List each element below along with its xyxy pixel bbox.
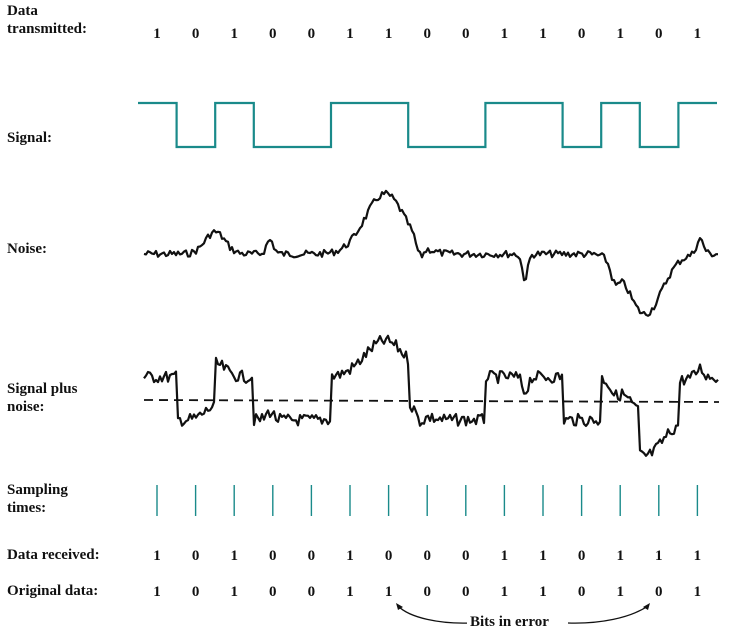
original-bit-15: 1 (693, 584, 702, 600)
noise-waveform (143, 189, 718, 317)
label-data-transmitted: Data transmitted: (7, 2, 87, 38)
error-arrow-right-head (643, 603, 650, 610)
decision-threshold-line (143, 399, 720, 403)
transmitted-bit-1: 1 (153, 26, 161, 42)
error-arrow-right (567, 605, 649, 624)
transmitted-bit-2: 0 (191, 26, 200, 42)
label-signal-plus-noise-line1: Signal plus (7, 381, 78, 397)
label-signal-plus-noise-line2: noise: (7, 399, 45, 415)
original-bit-8: 0 (423, 584, 431, 600)
label-sampling-times: Sampling times: (7, 481, 68, 517)
original-bit-14: 0 (655, 584, 663, 600)
original-bit-4: 0 (269, 584, 277, 600)
bits-original-row: 1 0 1 0 0 1 1 0 0 1 1 0 1 0 1 (0, 582, 737, 602)
transmitted-bit-3: 1 (230, 26, 238, 42)
label-data-transmitted-line1: Data (7, 3, 38, 19)
received-bit-10: 1 (500, 548, 509, 564)
transmitted-bit-10: 1 (500, 26, 509, 42)
label-original-data: Original data: (7, 583, 99, 599)
transmitted-bit-14: 0 (655, 26, 663, 42)
original-bit-2: 0 (191, 584, 200, 600)
received-bit-15: 1 (693, 548, 702, 564)
original-bit-10: 1 (500, 584, 509, 600)
label-data-received: Data received: (7, 547, 100, 563)
signal-waveform (138, 101, 717, 149)
original-bit-1: 1 (153, 584, 161, 600)
received-bit-7: 0 (384, 548, 393, 564)
error-arrow-left-head (396, 603, 403, 610)
label-signal: Signal: (7, 130, 53, 146)
received-bit-3: 1 (230, 548, 238, 564)
received-bit-2: 0 (191, 548, 200, 564)
label-sampling-times-line1: Sampling (7, 482, 68, 498)
received-bit-8: 0 (423, 548, 431, 564)
transmitted-bit-5: 0 (307, 26, 316, 42)
error-arrow-left (397, 605, 471, 624)
received-bit-9: 0 (462, 548, 470, 564)
transmitted-bit-11: 1 (539, 26, 547, 42)
transmitted-bit-12: 0 (577, 26, 586, 42)
received-bit-13: 1 (616, 548, 624, 564)
original-bit-6: 1 (346, 584, 354, 600)
received-bit-14: 1 (655, 548, 663, 564)
original-bit-7: 1 (384, 584, 393, 600)
received-bit-4: 0 (269, 548, 277, 564)
transmitted-bit-8: 0 (423, 26, 431, 42)
error-arrows (396, 603, 650, 624)
original-bit-11: 1 (539, 584, 547, 600)
original-bit-5: 0 (307, 584, 316, 600)
original-bit-3: 1 (230, 584, 238, 600)
bits-received-row: 1 0 1 0 0 1 0 0 0 1 1 0 1 1 1 (0, 546, 737, 566)
label-signal-plus-noise: Signal plus noise: (7, 380, 77, 416)
original-bit-12: 0 (577, 584, 586, 600)
original-bit-9: 0 (462, 584, 470, 600)
bits-transmitted-row: 1 0 1 0 0 1 1 0 0 1 1 0 1 0 1 (0, 24, 737, 44)
received-bit-1: 1 (153, 548, 161, 564)
transmitted-bit-15: 1 (693, 26, 702, 42)
transmitted-bit-13: 1 (616, 26, 624, 42)
bits-in-error-annotation: Bits in error (467, 613, 552, 631)
transmitted-bit-4: 0 (269, 26, 277, 42)
received-bit-6: 1 (346, 548, 354, 564)
sampling-ticks (156, 485, 699, 516)
label-data-transmitted-line2: transmitted: (7, 21, 87, 37)
received-bit-12: 0 (577, 548, 586, 564)
signal-plus-noise-waveform (143, 334, 719, 457)
transmitted-bit-6: 1 (346, 26, 354, 42)
received-bit-11: 1 (539, 548, 547, 564)
transmitted-bit-9: 0 (462, 26, 470, 42)
label-noise: Noise: (7, 241, 47, 257)
transmitted-bit-7: 1 (384, 26, 393, 42)
original-bit-13: 1 (616, 584, 624, 600)
received-bit-5: 0 (307, 548, 316, 564)
label-sampling-times-line2: times: (7, 500, 47, 516)
